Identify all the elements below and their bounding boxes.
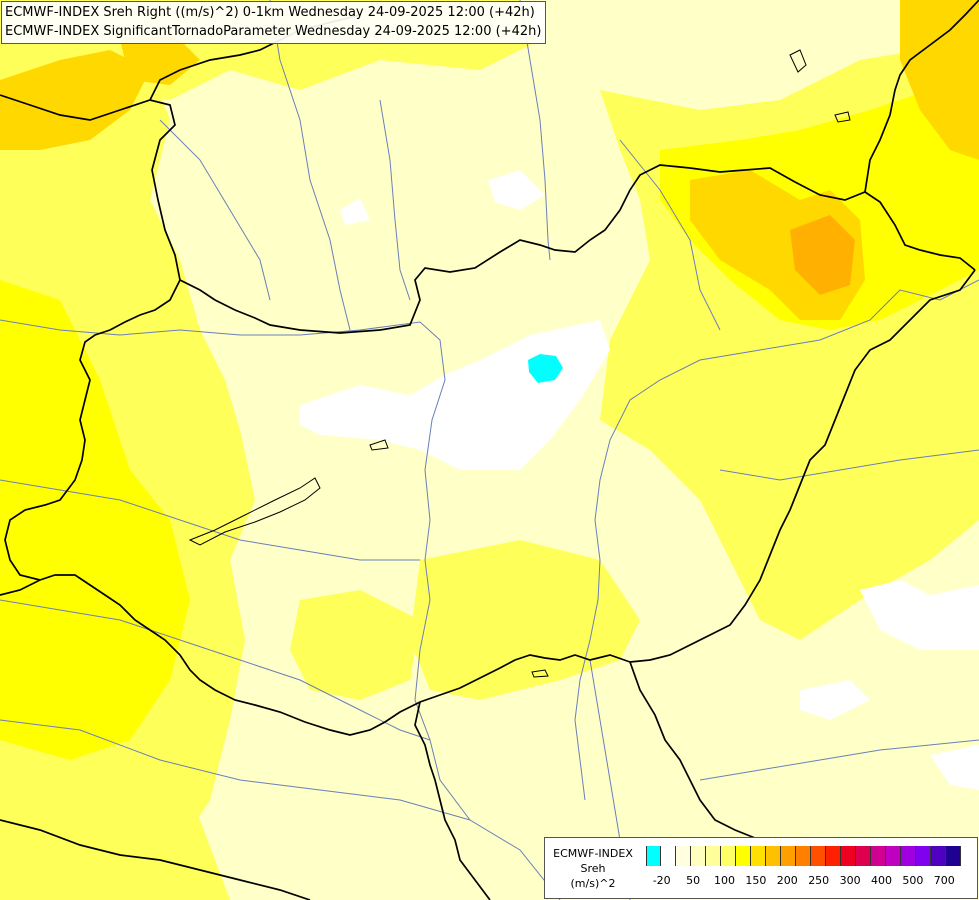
legend-swatch: [721, 846, 736, 866]
legend-tick-label: 200: [776, 874, 798, 887]
zone-white-southeast: [800, 680, 870, 720]
legend-swatch: [826, 846, 841, 866]
river-danube: [0, 319, 561, 900]
river-sava: [0, 719, 471, 821]
legend-tick-label: 300: [839, 874, 861, 887]
legend-swatch: [691, 846, 706, 866]
zone-yellow-southwest: [290, 590, 420, 700]
lake-south: [531, 669, 549, 678]
map-title-box: ECMWF-INDEX Sreh Right ((m/s)^2) 0-1km W…: [1, 1, 547, 44]
lake-north: [789, 49, 807, 73]
legend-swatch: [871, 846, 886, 866]
legend-swatch: [751, 846, 766, 866]
legend-swatch: [676, 846, 691, 866]
legend-swatch: [811, 846, 826, 866]
river-west-1: [0, 479, 420, 561]
legend-swatch: [736, 846, 751, 866]
legend-tick-label: 250: [808, 874, 830, 887]
border-east: [629, 269, 976, 663]
legend-tick-label: 150: [745, 874, 767, 887]
legend-swatch: [886, 846, 901, 866]
legend-swatch: [856, 846, 871, 866]
legend-title: ECMWF-INDEX Sreh (m/s)^2: [547, 846, 639, 891]
zone-white-north: [488, 170, 545, 210]
border-south: [0, 574, 631, 736]
zone-white-north-small: [340, 198, 370, 225]
border-south-inner: [414, 701, 491, 900]
legend-tick-labels: -20 50 100 150 200 250 300 400 500 700: [646, 874, 976, 888]
zone-orange-peak: [790, 215, 855, 295]
legend-color-bar: [646, 846, 961, 866]
lake-balaton: [188, 477, 321, 546]
zone-cyan-spot: [528, 354, 563, 383]
border-southeast: [629, 661, 781, 851]
lake-small-center: [369, 439, 389, 451]
lake-northeast: [834, 111, 851, 123]
zone-white-southeast-edge: [930, 745, 979, 790]
map-title-line-1: ECMWF-INDEX Sreh Right ((m/s)^2) 0-1km W…: [5, 5, 535, 20]
legend-swatch: [916, 846, 931, 866]
river-east-1: [619, 139, 721, 331]
river-north-1: [269, 0, 351, 331]
legend-tick-label: 100: [714, 874, 735, 887]
legend-swatch: [646, 846, 661, 866]
border-west: [4, 279, 181, 581]
river-north-2: [379, 99, 411, 301]
legend-tick-label: 50: [686, 874, 701, 887]
legend-swatch: [901, 846, 916, 866]
legend-swatch: [661, 846, 676, 866]
legend-model: ECMWF-INDEX: [553, 847, 633, 860]
legend-tick-label: -20: [652, 874, 671, 887]
zone-bright-west: [0, 280, 190, 760]
river-southeast: [699, 739, 979, 781]
zone-yellow-center: [410, 540, 640, 700]
river-drava: [0, 599, 431, 741]
zone-white-east: [860, 580, 979, 650]
zone-white-center: [300, 320, 610, 470]
zone-gold-corner: [900, 0, 979, 160]
legend-swatch: [931, 846, 946, 866]
legend-swatch: [796, 846, 811, 866]
legend-swatch: [841, 846, 856, 866]
legend-tick-label: 500: [902, 874, 924, 887]
zone-gold-northwest: [0, 50, 150, 150]
legend-swatch: [781, 846, 796, 866]
zone-yellow-south: [0, 740, 230, 900]
legend-tick-label: 700: [933, 874, 955, 887]
river-west-2: [159, 119, 271, 301]
river-north-3: [519, 0, 551, 261]
legend-tick-label: 400: [871, 874, 892, 887]
border-north: [0, 94, 976, 334]
legend-unit: (m/s)^2: [570, 877, 616, 890]
legend-parameter: Sreh: [580, 862, 606, 875]
border-southwest: [0, 819, 311, 900]
map-title-line-2: ECMWF-INDEX SignificantTornadoParameter …: [5, 24, 542, 39]
river-east-2: [719, 449, 979, 481]
river-tisza: [574, 279, 979, 801]
legend-swatch: [766, 846, 781, 866]
border-northeast: [864, 0, 979, 193]
legend-swatch: [706, 846, 721, 866]
lakes-layer: [188, 49, 851, 678]
legend-swatch: [946, 846, 961, 866]
color-legend: ECMWF-INDEX Sreh (m/s)^2 -20 50 100 150 200 2…: [544, 837, 978, 899]
